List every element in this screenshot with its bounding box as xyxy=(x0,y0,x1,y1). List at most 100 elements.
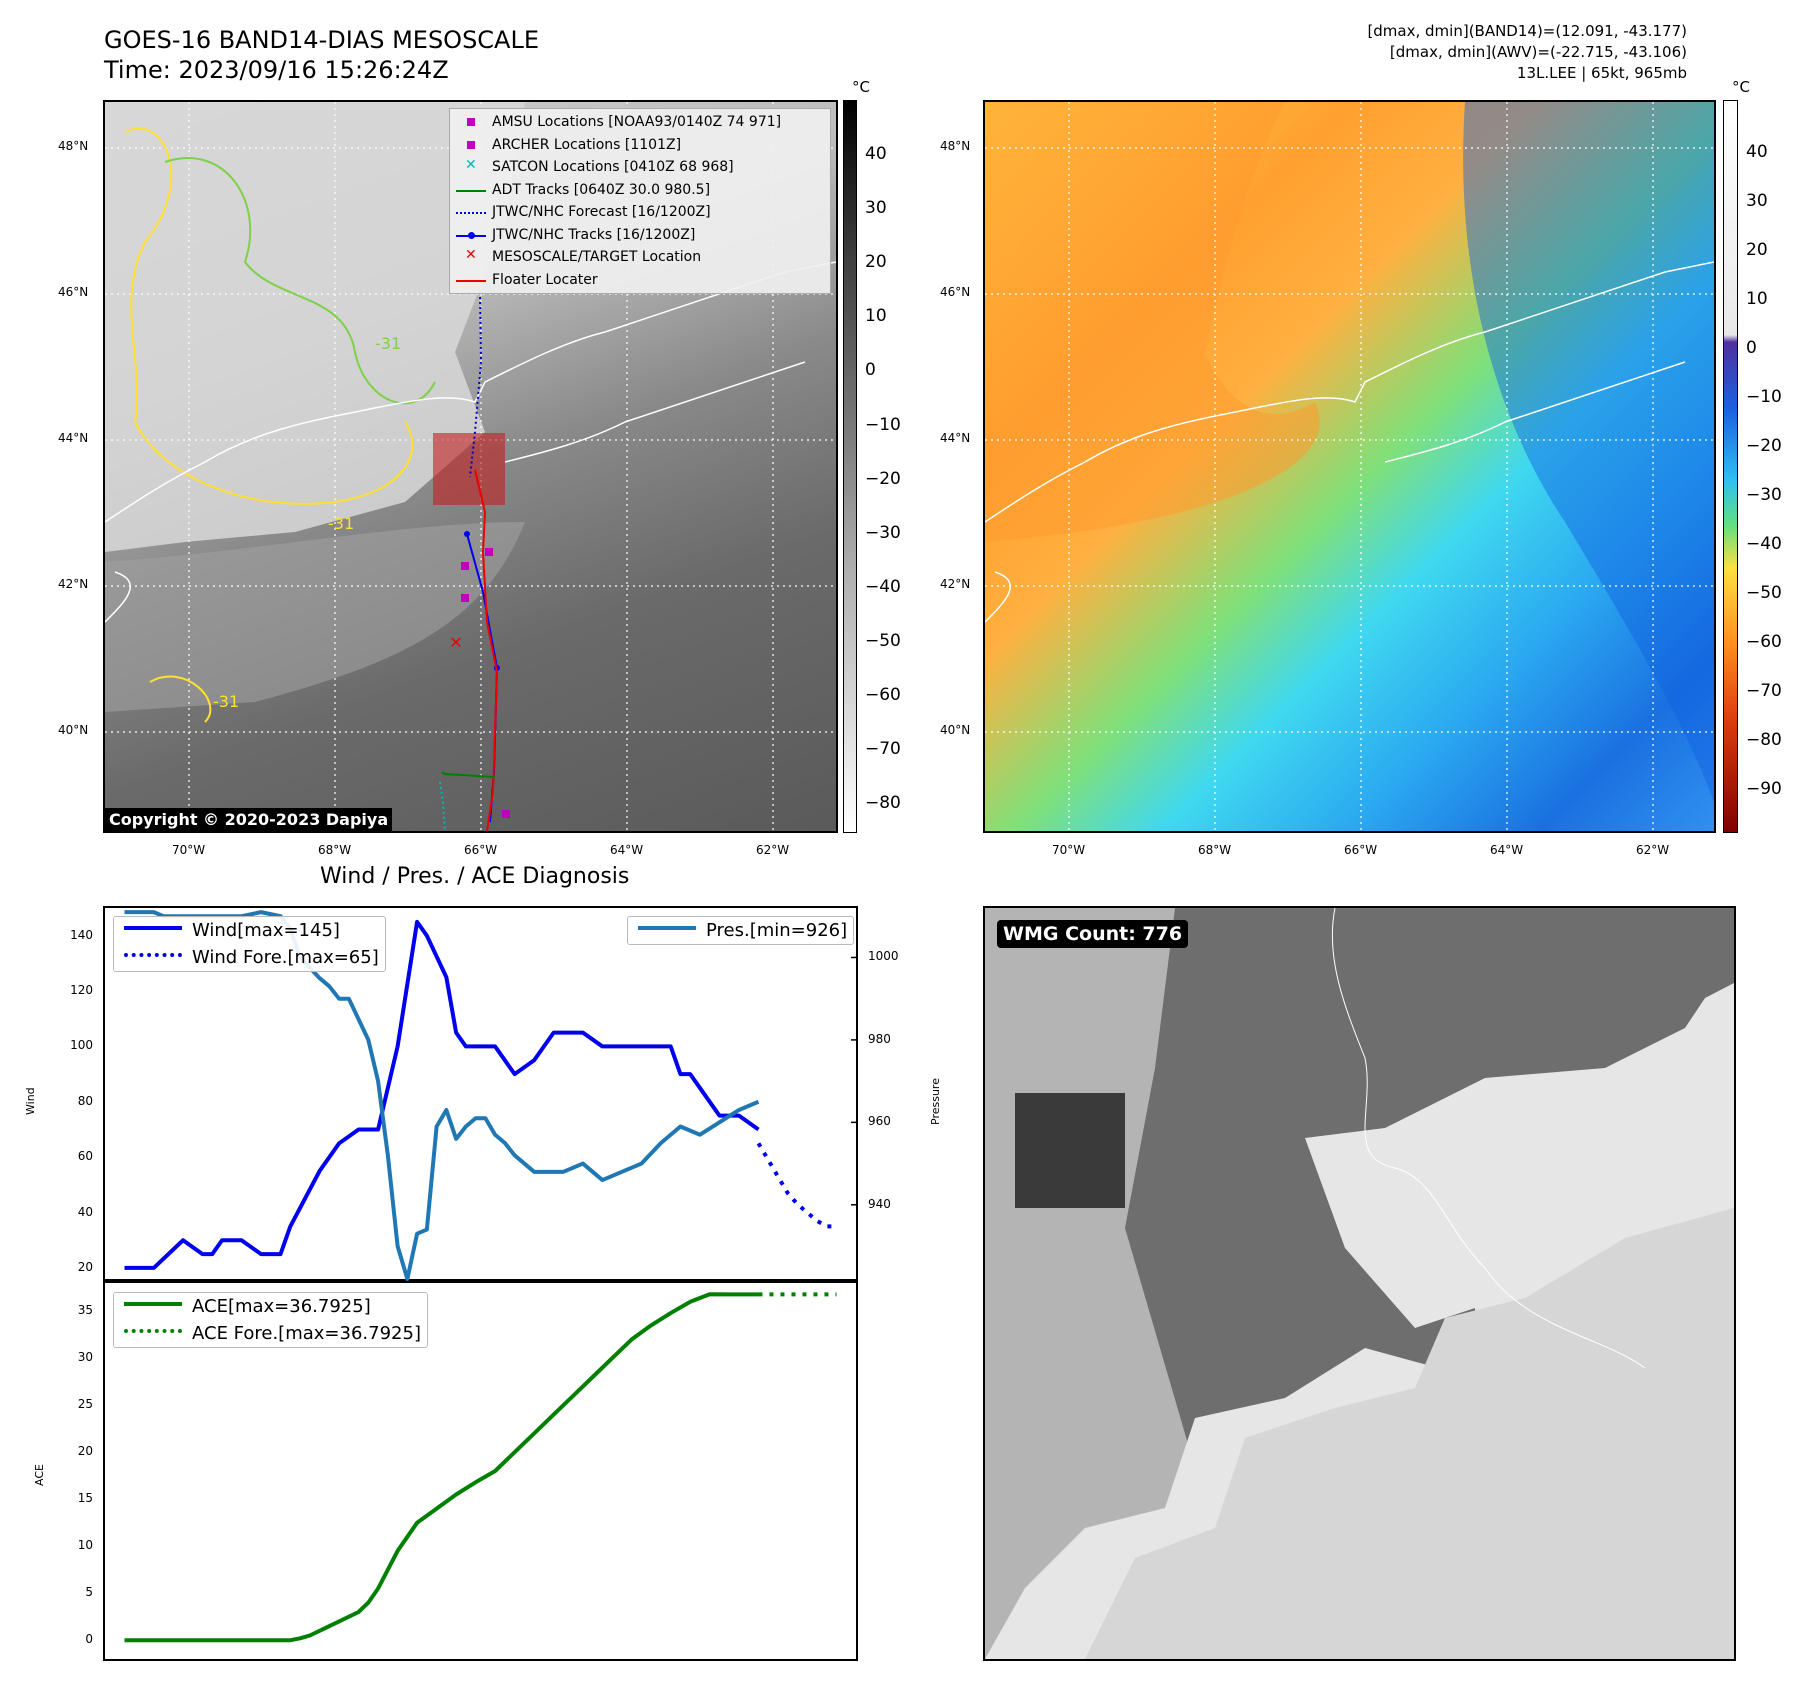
lon-label: 66°W xyxy=(1344,843,1378,857)
info-line-1: [dmax, dmin](BAND14)=(12.091, -43.177) xyxy=(1367,22,1687,40)
series-line-0 xyxy=(124,919,760,1270)
colorbar-unit: °C xyxy=(1732,78,1750,96)
lon-label: 70°W xyxy=(1052,843,1086,857)
dry-region xyxy=(985,102,1320,542)
legend-symbol-square xyxy=(450,114,492,130)
wmg-count-label: WMG Count: 776 xyxy=(997,920,1189,948)
map-legend-label: JTWC/NHC Tracks [16/1200Z] xyxy=(492,226,696,243)
lon-label: 62°W xyxy=(756,843,790,857)
legend-line-solid xyxy=(124,1301,182,1312)
band14-map-overlay: ✕ xyxy=(105,102,836,831)
map-legend-item: ARCHER Locations [1101Z] xyxy=(450,134,830,157)
cloud-shield xyxy=(105,102,525,552)
diagnosis-title: Wind / Pres. / ACE Diagnosis xyxy=(320,864,630,889)
legend-line-dotted xyxy=(124,952,182,963)
copyright-label: Copyright © 2020-2023 Dapiya xyxy=(105,808,393,831)
lat-label: 40°N xyxy=(940,723,971,737)
y2-tick-label: 960 xyxy=(868,1114,891,1129)
lat-label: 44°N xyxy=(940,431,971,445)
legend-label: ACE Fore.[max=36.7925] xyxy=(192,1323,421,1344)
colorbar-tick: −90 xyxy=(1746,779,1782,799)
contour-green xyxy=(164,157,436,405)
colorbar-tick: 40 xyxy=(1746,142,1768,162)
wmg-image xyxy=(985,908,1734,1659)
colorbar-tick: −50 xyxy=(865,630,901,651)
lat-label: 40°N xyxy=(58,723,89,737)
map-legend-label: ARCHER Locations [1101Z] xyxy=(492,136,682,153)
band14-colorbar xyxy=(843,100,857,833)
map-legend: AMSU Locations [NOAA93/0140Z 74 971] ARCH… xyxy=(449,108,831,294)
y2-tick-label: 940 xyxy=(868,1196,891,1211)
band14-map-panel[interactable]: ✕ -31 -31 -31 AMSU Locations [NOAA93/014… xyxy=(103,100,838,833)
map-legend-item: JTWC/NHC Forecast [16/1200Z] xyxy=(450,201,830,224)
legend-symbol-square xyxy=(450,137,492,153)
coastline xyxy=(985,261,1714,523)
best-track-point xyxy=(464,531,470,537)
satcon-track xyxy=(439,781,446,831)
y-tick-label: 120 xyxy=(70,983,93,998)
title-line-1: GOES-16 BAND14-DIAS MESOSCALE xyxy=(104,26,540,54)
colorbar-tick: −20 xyxy=(1746,436,1782,456)
colorbar-tick: −80 xyxy=(1746,730,1782,750)
map-legend-item: JTWC/NHC Tracks [16/1200Z] xyxy=(450,224,830,247)
legend-symbol-line xyxy=(450,182,492,198)
map-legend-item: ✕ SATCON Locations [0410Z 68 968] xyxy=(450,156,830,179)
colorbar-tick: −60 xyxy=(1746,632,1782,652)
map-legend-label: MESOSCALE/TARGET Location xyxy=(492,249,702,266)
legend-label: ACE[max=36.7925] xyxy=(192,1296,371,1317)
cloud-band xyxy=(105,522,525,712)
map-legend-label: Floater Locater xyxy=(492,271,598,288)
lon-label: 62°W xyxy=(1636,843,1670,857)
contour-label: -31 xyxy=(375,334,402,353)
colorbar-tick: 0 xyxy=(865,360,876,381)
map-legend-label: AMSU Locations [NOAA93/0140Z 74 971] xyxy=(492,114,782,131)
coastline-nova-scotia xyxy=(504,361,806,463)
pressure-legend: Pres.[min=926] xyxy=(627,916,855,945)
moist-region xyxy=(1463,102,1714,802)
floater-box xyxy=(433,433,505,505)
info-line-2: [dmax, dmin](AWV)=(-22.715, -43.106) xyxy=(1389,43,1687,61)
legend-line-dotted xyxy=(124,1328,182,1339)
colorbar-tick: −80 xyxy=(865,793,901,814)
legend-symbol-x: ✕ xyxy=(465,247,477,264)
ace-legend: ACE[max=36.7925] ACE Fore.[max=36.7925] xyxy=(113,1292,428,1348)
awv-colorbar xyxy=(1723,100,1738,833)
pressure-axis-label: Pressure xyxy=(929,1078,942,1125)
map-legend-item: ✕ MESOSCALE/TARGET Location xyxy=(450,246,830,269)
archer-marker xyxy=(461,594,469,602)
wmg-panel[interactable]: WMG Count: 776 xyxy=(983,906,1736,1661)
colorbar-tick: 10 xyxy=(865,306,887,327)
awv-map-overlay xyxy=(985,102,1714,831)
legend-symbol-x: ✕ xyxy=(465,157,477,174)
legend-line-solid xyxy=(638,925,696,936)
y-tick-label: 60 xyxy=(77,1149,93,1164)
legend-label: Pres.[min=926] xyxy=(706,920,848,941)
colorbar-tick: 10 xyxy=(1746,289,1768,309)
awv-map-panel[interactable] xyxy=(983,100,1716,833)
colorbar-tick: −30 xyxy=(1746,485,1782,505)
lat-label: 42°N xyxy=(58,577,89,591)
legend-symbol-line xyxy=(450,272,492,288)
y-tick-label: 100 xyxy=(70,1038,93,1053)
lon-label: 70°W xyxy=(172,843,206,857)
y-tick-label: 140 xyxy=(70,927,93,942)
y-tick-label: 0 xyxy=(85,1632,93,1647)
series-line-1 xyxy=(756,1142,837,1229)
colorbar-tick: −10 xyxy=(1746,387,1782,407)
lon-label: 66°W xyxy=(464,843,498,857)
coastline-nova-scotia xyxy=(1384,361,1686,463)
colorbar-tick: 40 xyxy=(865,144,887,164)
contour-label: -31 xyxy=(213,692,240,711)
legend-symbol-line-dot xyxy=(450,227,492,243)
y2-tick-label: 980 xyxy=(868,1031,891,1046)
y-tick-label: 20 xyxy=(77,1259,93,1274)
lon-label: 68°W xyxy=(1198,843,1232,857)
wmg-dark-cell xyxy=(1015,1093,1125,1208)
map-legend-label: SATCON Locations [0410Z 68 968] xyxy=(492,159,734,176)
contour-label: -31 xyxy=(328,514,355,533)
colorbar-tick: −50 xyxy=(1746,583,1782,603)
series-line-2 xyxy=(124,910,760,1281)
floater-track xyxy=(474,469,499,831)
map-legend-label: ADT Tracks [0640Z 30.0 980.5] xyxy=(492,181,711,198)
awv-colorbar-ticks: 40 30 20 10 0 −10 −20 −30 −40 −50 −60 −70 −80 −90 xyxy=(1746,100,1796,833)
